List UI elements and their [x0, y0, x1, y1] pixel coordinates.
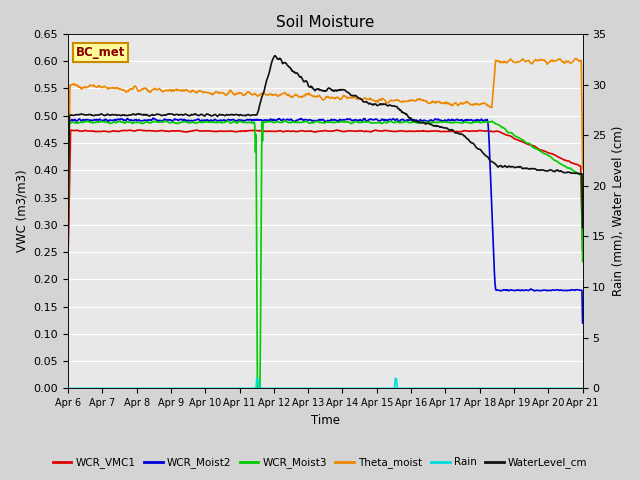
Text: BC_met: BC_met: [76, 47, 125, 60]
Legend: WCR_VMC1, WCR_Moist2, WCR_Moist3, Theta_moist, Rain, WaterLevel_cm: WCR_VMC1, WCR_Moist2, WCR_Moist3, Theta_…: [49, 453, 591, 472]
Title: Soil Moisture: Soil Moisture: [276, 15, 374, 30]
Y-axis label: Rain (mm), Water Level (cm): Rain (mm), Water Level (cm): [612, 126, 625, 296]
Y-axis label: VWC (m3/m3): VWC (m3/m3): [15, 170, 28, 252]
X-axis label: Time: Time: [311, 414, 340, 427]
